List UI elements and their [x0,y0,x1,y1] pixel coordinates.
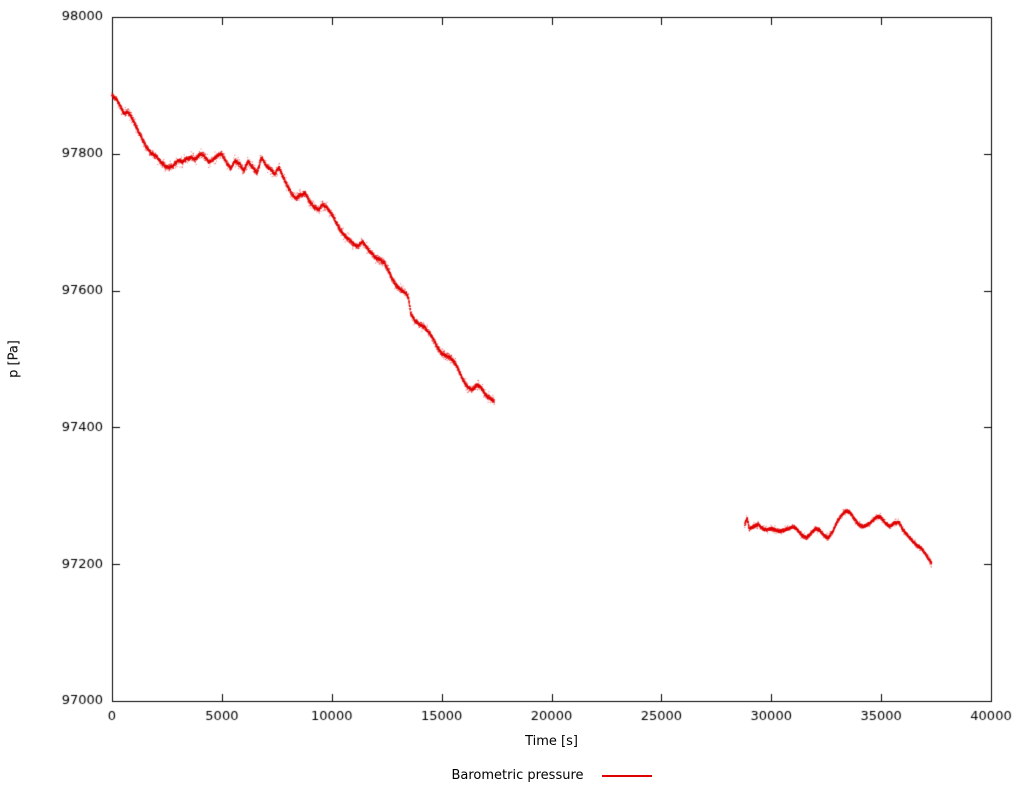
y-axis-label: p [Pa] [6,340,22,378]
legend-line-swatch [601,774,652,777]
legend: Barometric pressure [112,768,991,783]
legend-label: Barometric pressure [451,768,584,783]
x-axis-label: Time [s] [525,734,578,749]
